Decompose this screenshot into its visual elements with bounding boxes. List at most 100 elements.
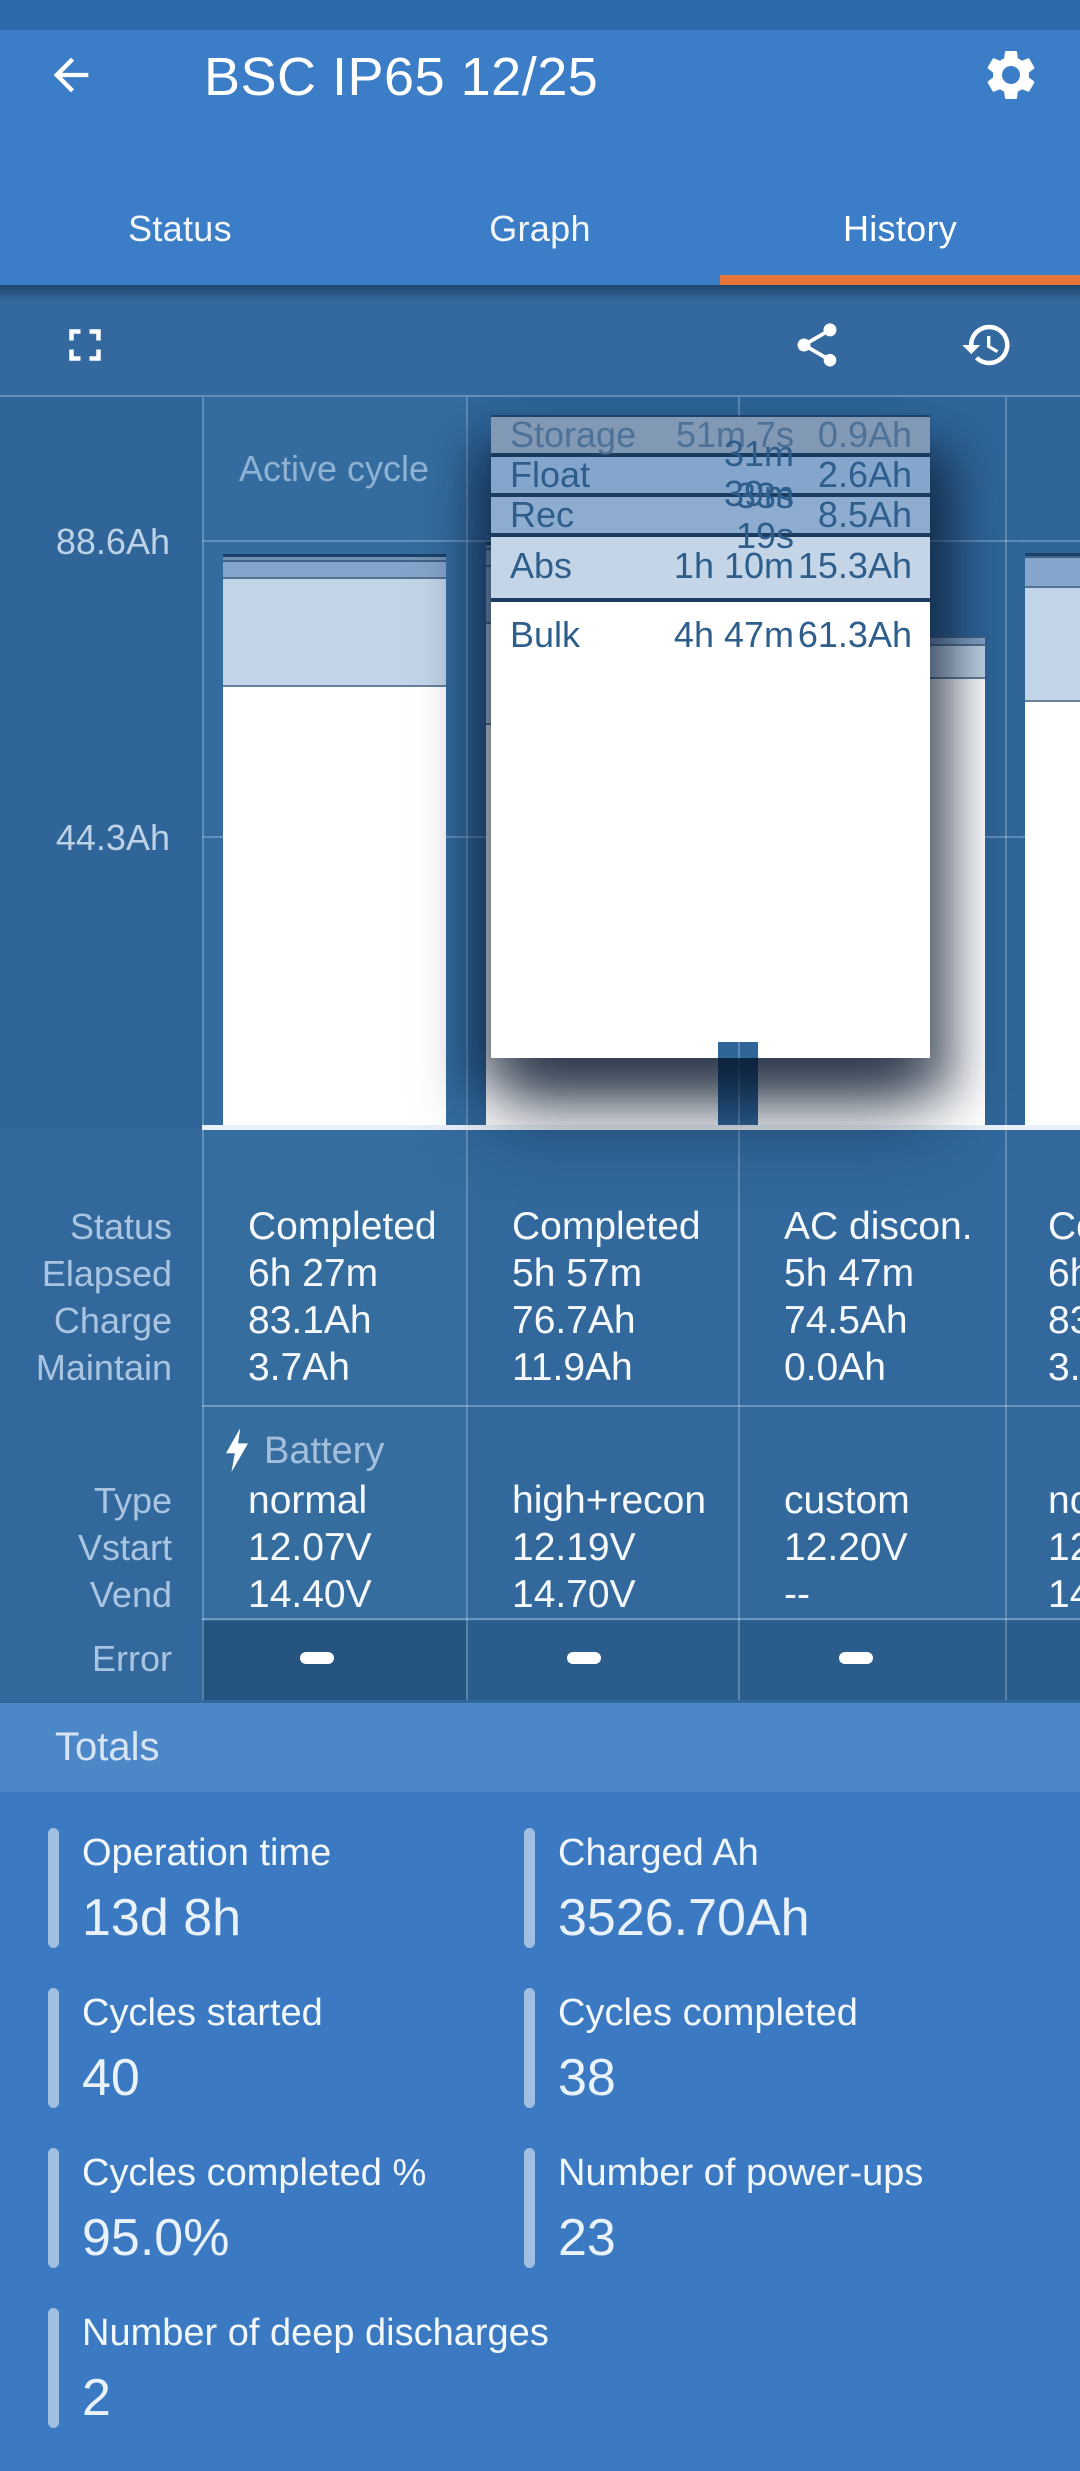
back-button[interactable] <box>40 46 102 108</box>
column-divider-3 <box>738 397 740 1700</box>
total-cycles-completed-pct: Cycles completed % 95.0% <box>48 2148 518 2270</box>
bar-cycle-4[interactable] <box>1025 552 1080 1128</box>
item-accent-bar <box>48 1988 59 2108</box>
cell-vstart: 12.20V <box>784 1526 908 1569</box>
total-power-ups: Number of power-ups 23 <box>524 2148 994 2270</box>
error-cell-bg <box>1005 1621 1080 1700</box>
bar-segment-bulk <box>1025 699 1080 1128</box>
item-value: 95.0% <box>82 2209 230 2267</box>
table-section-divider <box>202 1618 1080 1620</box>
cell-vend: -- <box>784 1573 810 1616</box>
phase-duration: 51m 7s <box>675 414 794 455</box>
column-divider-2 <box>466 397 468 1700</box>
row-label-type: Type <box>93 1480 172 1521</box>
popup-row-rec: Rec 39m 19s 8.5Ah <box>491 473 930 556</box>
cycle-table-background <box>0 1128 1080 1703</box>
cell-vend: 14 <box>1048 1573 1080 1616</box>
total-deep-discharges: Number of deep discharges 2 <box>48 2308 549 2430</box>
bar-segment-storage <box>223 554 446 561</box>
history-clock-icon <box>958 318 1016 377</box>
fullscreen-button[interactable] <box>56 318 114 376</box>
cell-vend: 14.40V <box>248 1573 372 1616</box>
cell-type: high+recon <box>512 1479 707 1522</box>
item-label: Cycles completed <box>558 1992 858 2034</box>
error-dash <box>839 1652 873 1664</box>
cell-charge: 83 <box>1048 1299 1080 1342</box>
item-value: 40 <box>82 2049 140 2107</box>
share-icon <box>791 319 843 376</box>
history-button[interactable] <box>956 318 1018 376</box>
column-divider-4 <box>1005 397 1007 1700</box>
item-label: Cycles completed % <box>82 2152 427 2194</box>
item-value: 38 <box>558 2049 616 2107</box>
phase-label: Storage <box>510 414 637 455</box>
cell-elapsed: 5h 47m <box>784 1252 915 1295</box>
item-accent-bar <box>524 2148 535 2268</box>
cell-maintain: 3.7Ah <box>248 1346 350 1389</box>
item-label: Number of power-ups <box>558 2152 924 2194</box>
cell-vstart: 12.07V <box>248 1526 372 1569</box>
app-bar <box>0 30 1080 172</box>
cell-vstart: 12 <box>1048 1526 1080 1569</box>
cell-vstart: 12.19V <box>512 1526 636 1569</box>
table-section-divider <box>202 1405 1080 1407</box>
bar-segment-storage <box>1025 552 1080 556</box>
error-dash <box>567 1652 601 1664</box>
cell-elapsed: 6h <box>1048 1252 1080 1295</box>
cycle-breakdown-popup[interactable]: Storage 51m 7s 0.9Ah Float 31m 33s 2.6Ah… <box>491 414 930 1058</box>
phase-duration: 31m 33s <box>723 433 794 516</box>
total-charged-ah: Charged Ah 3526.70Ah <box>524 1828 994 1950</box>
cell-type: normal <box>248 1479 368 1522</box>
tab-history[interactable]: History <box>842 208 958 249</box>
row-label-vend: Vend <box>89 1574 172 1615</box>
totals-header <box>0 1703 1080 1792</box>
page-title: BSC IP65 12/25 <box>204 47 599 107</box>
popup-row-storage: Storage 51m 7s 0.9Ah <box>491 414 930 457</box>
phase-amount: 2.6Ah <box>817 454 912 495</box>
item-accent-bar <box>48 2148 59 2268</box>
bar-segment-bulk <box>223 685 446 1128</box>
cell-type: custom <box>784 1479 910 1522</box>
phase-label: Abs <box>510 545 573 586</box>
item-label: Charged Ah <box>558 1832 759 1874</box>
phase-amount: 8.5Ah <box>817 494 912 535</box>
fullscreen-icon <box>58 318 112 377</box>
total-cycles-started: Cycles started 40 <box>48 1988 518 2110</box>
cell-status: Completed <box>512 1205 701 1248</box>
active-tab-underline <box>720 275 1080 285</box>
item-value: 2 <box>82 2369 111 2427</box>
arrow-left-icon <box>45 49 97 106</box>
row-label-vstart: Vstart <box>77 1527 172 1568</box>
bar-segment-abs <box>223 577 446 686</box>
tab-status[interactable]: Status <box>128 208 232 249</box>
phase-duration: 39m 19s <box>723 473 794 556</box>
totals-panel <box>0 1703 1080 2471</box>
item-accent-bar <box>48 1828 59 1948</box>
phase-amount: 15.3Ah <box>797 545 912 586</box>
row-label-charge: Charge <box>53 1300 172 1341</box>
row-label-status: Status <box>69 1206 172 1247</box>
cell-type: no <box>1048 1479 1080 1522</box>
active-cycle-header: Active cycle <box>238 448 430 489</box>
item-label: Number of deep discharges <box>82 2312 549 2354</box>
phase-amount: 0.9Ah <box>817 414 912 455</box>
item-accent-bar <box>524 1828 535 1948</box>
battery-section-label: Battery <box>264 1430 385 1472</box>
tab-graph[interactable]: Graph <box>489 208 591 249</box>
settings-button[interactable] <box>978 44 1044 110</box>
bar-active-cycle[interactable] <box>223 554 446 1128</box>
cell-charge: 74.5Ah <box>784 1299 908 1342</box>
phase-duration: 4h 47m <box>673 614 794 655</box>
cell-elapsed: 5h 57m <box>512 1252 643 1295</box>
bar-segment-float <box>223 560 446 578</box>
column-divider-1 <box>202 397 204 1700</box>
y-axis-tick-88: 88.6Ah <box>55 521 170 562</box>
totals-title: Totals <box>55 1725 160 1769</box>
lightning-bolt-icon <box>222 1428 252 1472</box>
item-value: 13d 8h <box>82 1889 242 1947</box>
cell-vend: 14.70V <box>512 1573 636 1616</box>
cell-charge: 76.7Ah <box>512 1299 636 1342</box>
share-button[interactable] <box>788 318 846 376</box>
cell-maintain: 0.0Ah <box>784 1346 886 1389</box>
row-label-elapsed: Elapsed <box>41 1253 172 1294</box>
